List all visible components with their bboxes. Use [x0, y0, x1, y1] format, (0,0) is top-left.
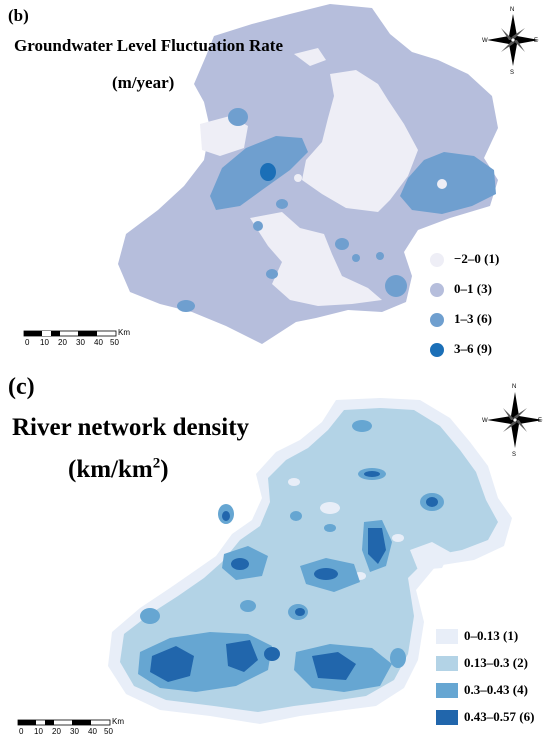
region-0.3-0.43: [390, 648, 406, 668]
scale-bar: 0 10 20 30 40 50 Km: [17, 717, 124, 736]
legend-swatch: [436, 710, 458, 725]
groundwater-map: [118, 4, 498, 344]
region-1-3: [228, 108, 248, 126]
region-neg2-0: [437, 179, 447, 189]
region-1-3: [177, 300, 195, 312]
region-0-0.13: [288, 478, 300, 486]
map-unit-river-density: (km/km2): [68, 456, 169, 484]
legend-label: −2–0 (1): [454, 251, 500, 266]
compass-s-label: S: [512, 452, 516, 458]
unit-close: ): [160, 456, 169, 483]
scale-unit: Km: [112, 717, 124, 726]
compass-w-label: W: [482, 418, 488, 424]
region-1-3: [400, 152, 496, 214]
legend-swatch: [430, 343, 444, 357]
scale-tick: 10: [34, 727, 43, 736]
scale-tick: 0: [19, 727, 24, 736]
region-0.43-0.57: [368, 528, 386, 564]
compass-n-label: N: [510, 7, 514, 13]
compass-e-label: E: [538, 418, 542, 424]
scale-tick: 40: [94, 338, 103, 347]
region-0.43-0.57: [231, 558, 249, 570]
legend-label: 0–1 (3): [454, 281, 492, 296]
region-3-6: [260, 163, 276, 181]
scale-unit: Km: [118, 328, 130, 337]
region-0.43-0.57: [226, 640, 258, 672]
map-title-groundwater: Groundwater Level Fluctuation Rate: [14, 36, 283, 55]
compass-icon: N S E W: [482, 384, 543, 458]
region-neg2-0: [250, 212, 382, 306]
legend-swatch: [430, 253, 444, 267]
compass-n-label: N: [512, 384, 516, 390]
region-0.3-0.43: [290, 511, 302, 521]
legend-swatch: [436, 656, 458, 671]
region-1-3: [352, 254, 360, 262]
river-density-map: [108, 398, 512, 724]
scale-tick: 30: [76, 338, 85, 347]
region-0-0.13: [410, 542, 450, 570]
region-0.43-0.57: [150, 646, 194, 682]
region-1-3: [335, 238, 349, 250]
unit-base: (km/km: [68, 456, 153, 483]
region-0-0.13: [392, 534, 404, 542]
legend-swatch: [436, 629, 458, 644]
region-0-0.13: [320, 502, 340, 514]
compass-s-label: S: [510, 70, 514, 76]
region-1-3: [266, 269, 278, 279]
panel-river-density: (c) River network density (km/km2) N S E…: [0, 370, 550, 738]
region-neg2-0: [302, 70, 418, 212]
legend-label: 1–3 (6): [454, 311, 492, 326]
region-0.43-0.57: [364, 471, 380, 477]
panel-label-b: (b): [8, 6, 29, 25]
legend-label: 3–6 (9): [454, 341, 492, 356]
legend-label: 0.3–0.43 (4): [464, 682, 528, 697]
region-1-3: [385, 275, 407, 297]
region-0.43-0.57: [426, 497, 438, 507]
region-0.3-0.43: [352, 420, 372, 432]
panel-label-c: (c): [8, 374, 35, 400]
compass-icon: N S E W: [482, 7, 539, 76]
region-1-3: [253, 221, 263, 231]
legend-label: 0–0.13 (1): [464, 628, 519, 643]
region-0.3-0.43: [240, 600, 256, 612]
scale-tick: 50: [104, 727, 113, 736]
region-1-3: [210, 136, 308, 210]
unit-superscript: 2: [152, 455, 161, 472]
scale-tick: 0: [25, 338, 30, 347]
scale-tick: 40: [88, 727, 97, 736]
legend-swatch: [430, 313, 444, 327]
region-0.43-0.57: [314, 568, 338, 580]
scale-tick: 10: [40, 338, 49, 347]
compass-w-label: W: [482, 38, 488, 44]
compass-e-label: E: [534, 38, 538, 44]
region-neg2-0: [294, 48, 326, 66]
region-0.43-0.57: [264, 647, 280, 661]
map-title-river-density: River network density: [12, 414, 250, 441]
scale-tick: 20: [58, 338, 67, 347]
legend-label: 0.43–0.57 (6): [464, 709, 535, 724]
map-unit-groundwater: (m/year): [112, 73, 175, 92]
region-neg2-0: [200, 116, 248, 156]
region-0.43-0.57: [222, 511, 230, 521]
region-neg2-0: [294, 174, 302, 182]
region-0.43-0.57: [312, 652, 356, 680]
region-1-3: [276, 199, 288, 209]
scale-tick: 30: [70, 727, 79, 736]
region-0.3-0.43: [140, 608, 160, 624]
region-1-3: [376, 252, 384, 260]
legend-swatch: [430, 283, 444, 297]
legend-swatch: [436, 683, 458, 698]
scale-tick: 50: [110, 338, 119, 347]
region-0.3-0.43: [324, 524, 336, 532]
scale-tick: 20: [52, 727, 61, 736]
scale-bar: 0 10 20 30 40 50 Km: [23, 328, 130, 347]
legend-label: 0.13–0.3 (2): [464, 655, 528, 670]
region-0.43-0.57: [295, 608, 305, 616]
panel-groundwater: (b) Groundwater Level Fluctuation Rate (…: [0, 0, 550, 360]
